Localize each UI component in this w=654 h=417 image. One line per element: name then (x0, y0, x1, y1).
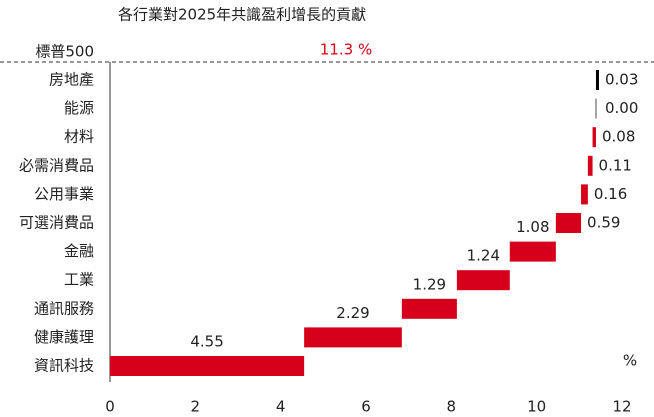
bar (304, 327, 402, 348)
x-tick-label: 6 (361, 398, 371, 416)
x-tick-label: 8 (447, 398, 457, 416)
bar (555, 213, 582, 233)
category-label: 通訊服務 (34, 299, 94, 317)
value-label: 1.08 (516, 218, 549, 236)
value-label: 0.08 (602, 128, 635, 146)
category-label: 工業 (64, 271, 94, 289)
bar (110, 356, 305, 376)
category-label: 公用事業 (34, 185, 94, 203)
bar (595, 70, 599, 90)
value-label: 0.00 (605, 99, 638, 117)
value-label: 0.03 (605, 71, 638, 89)
category-label: 必需消費品 (19, 156, 94, 174)
category-label: 能源 (64, 99, 94, 117)
category-label: 健康護理 (34, 328, 94, 346)
category-label: 可選消費品 (19, 214, 94, 232)
x-tick-label: 2 (191, 398, 201, 416)
bar (401, 298, 457, 319)
total-value: 11.3 % (320, 41, 372, 59)
value-label: 0.11 (599, 156, 632, 174)
bar (581, 184, 588, 205)
value-label: 0.16 (594, 185, 627, 203)
x-tick-label: 4 (276, 398, 286, 416)
value-label: 1.29 (413, 275, 446, 293)
bar (456, 270, 510, 291)
category-label: 房地產 (49, 71, 94, 89)
value-label: 0.59 (587, 214, 620, 232)
category-label: 資訊科技 (34, 357, 94, 375)
bar (592, 127, 596, 148)
category-label: 材料 (64, 128, 94, 146)
value-label: 1.24 (467, 247, 500, 265)
total-label: 標普500 (35, 43, 94, 61)
x-tick-label: 12 (612, 398, 631, 416)
x-tick-label: 0 (105, 398, 115, 416)
value-label: 2.29 (336, 304, 369, 322)
unit-label: % (623, 352, 637, 370)
x-tick-label: 10 (527, 398, 546, 416)
bar (587, 155, 593, 176)
bar (509, 241, 556, 262)
category-label: 金融 (64, 242, 94, 260)
value-label: 4.55 (190, 333, 223, 351)
chart-title: 各行業對2025年共識盈利增長的貢獻 (118, 6, 366, 24)
